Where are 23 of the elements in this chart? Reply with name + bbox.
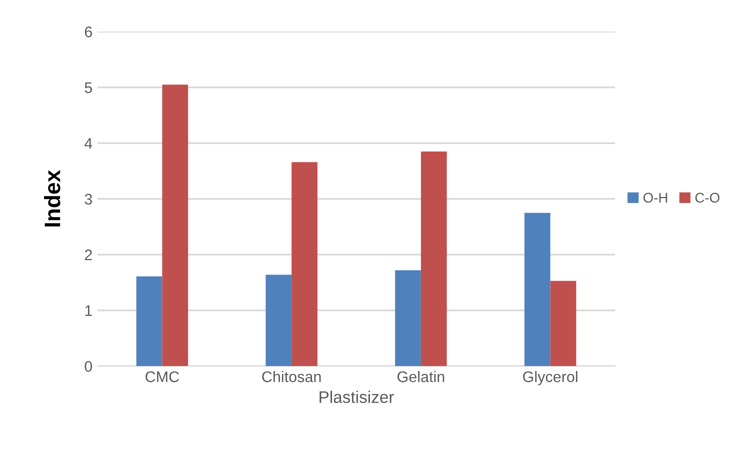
x-tick-label: Gelatin [398, 370, 444, 382]
x-tick-label: Chitosan [262, 370, 321, 382]
y-tick-label: 4 [84, 138, 92, 149]
bar [136, 276, 162, 366]
y-tick-label: 3 [84, 194, 92, 205]
bar [420, 151, 447, 366]
y-tick-label: 5 [84, 82, 92, 94]
y-axis-title: Index [44, 170, 60, 226]
bar [550, 280, 576, 366]
y-tick-label: 2 [84, 249, 92, 260]
bar [395, 270, 421, 366]
x-axis-title: Plastisizer [320, 390, 394, 404]
legend-label: C-O [695, 192, 720, 203]
legend-label: O-H [643, 192, 668, 203]
y-tick-label: 6 [84, 26, 92, 38]
y-tick-label: 1 [85, 305, 92, 316]
bar [266, 274, 292, 366]
bar [524, 212, 550, 366]
x-tick-label: Glycerol [523, 370, 578, 386]
bar [292, 162, 318, 366]
bar [162, 84, 188, 366]
y-tick-label: 0 [84, 360, 92, 372]
x-tick-label: CMC [146, 371, 179, 382]
